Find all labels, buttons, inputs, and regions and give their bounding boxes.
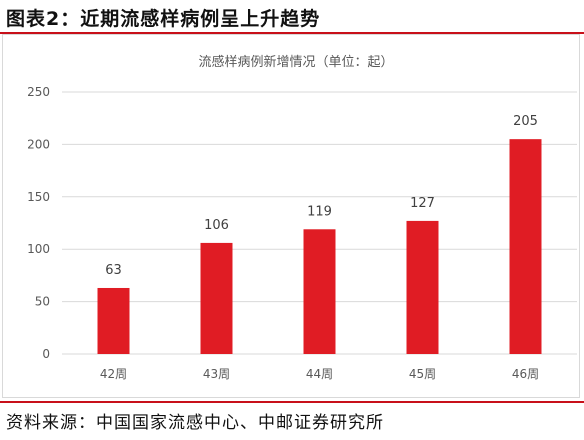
x-tick-label: 43周 (203, 367, 230, 381)
gridlines (62, 91, 577, 355)
bar-44周 (303, 229, 336, 354)
figure-title: 图表2：近期流感样病例呈上升趋势 (6, 8, 321, 30)
chart-title: 流感样病例新增情况（单位：起） (198, 54, 393, 70)
y-tick-label: 0 (42, 347, 50, 361)
data-label: 119 (307, 204, 332, 219)
bar-46周 (509, 139, 542, 354)
y-tick-label: 50 (35, 295, 50, 309)
source-note: 资料来源：中国国家流感中心、中邮证券研究所 (6, 413, 384, 433)
bar-45周 (406, 220, 439, 354)
data-labels: 63 106 119 127 205 (105, 114, 538, 278)
data-label: 63 (105, 263, 122, 278)
y-tick-label: 150 (27, 190, 50, 204)
x-tick-label: 42周 (100, 367, 127, 381)
bar-42周 (97, 287, 130, 354)
bottom-divider (0, 401, 584, 403)
y-axis-ticks: 0 50 100 150 200 250 (27, 85, 50, 361)
x-tick-label: 45周 (409, 367, 436, 381)
data-label: 106 (204, 218, 229, 233)
x-tick-label: 44周 (306, 367, 333, 381)
data-label: 127 (410, 196, 435, 211)
bars (97, 139, 542, 354)
bar-chart: 流感样病例新增情况（单位：起） 0 50 100 150 200 250 63 106 119… (2, 34, 580, 398)
y-tick-label: 250 (27, 85, 50, 99)
chart-area: 流感样病例新增情况（单位：起） 0 50 100 150 200 250 63 106 119… (2, 34, 580, 398)
y-tick-label: 100 (27, 242, 50, 256)
top-divider (0, 32, 584, 34)
bar-43周 (200, 242, 233, 354)
data-label: 205 (513, 114, 538, 129)
x-tick-label: 46周 (512, 367, 539, 381)
x-axis-ticks: 42周 43周 44周 45周 46周 (100, 367, 539, 381)
chart-frame (2, 34, 580, 398)
y-tick-label: 200 (27, 137, 50, 151)
